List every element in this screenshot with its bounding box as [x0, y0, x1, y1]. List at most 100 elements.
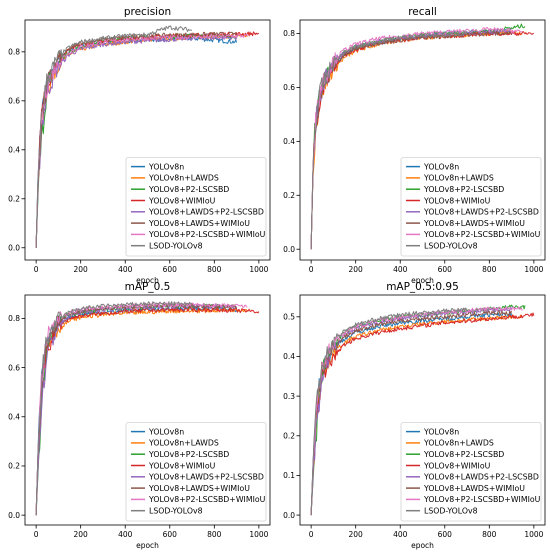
y-tick-label: 0.4	[8, 412, 20, 421]
x-tick-label: 200	[74, 530, 89, 539]
series-line-6	[310, 310, 513, 516]
legend-label: YOLOv8+P2-LSCSBD	[423, 185, 504, 194]
legend-label: LSOD-YOLOv8	[424, 507, 478, 516]
legend-label: YOLOv8+P2-LSCSBD+WIMIoU	[423, 495, 541, 504]
legend-label: LSOD-YOLOv8	[424, 242, 478, 251]
legend-label: YOLOv8+P2-LSCSBD	[423, 450, 504, 459]
legend-label: YOLOv8+WIMIoU	[423, 196, 491, 205]
x-tick-label: 800	[482, 530, 497, 539]
legend-label: YOLOv8+WIMIoU	[148, 461, 216, 470]
series-group	[310, 23, 535, 250]
subplot-title: precision	[124, 6, 171, 18]
y-tick-label: 0.2	[283, 191, 295, 200]
legend: YOLOv8n YOLOv8n+LAWDS YOLOv8+P2-LSCSBD YOLO…	[125, 422, 267, 522]
series-line-6	[35, 31, 238, 248]
legend-label: YOLOv8n+LAWDS	[148, 174, 219, 183]
x-tick-label: 800	[482, 265, 497, 274]
y-tick-label: 0.0	[8, 511, 20, 520]
x-tick-label: 600	[438, 265, 453, 274]
series-line-7	[35, 33, 248, 248]
y-tick-label: 0.8	[8, 48, 20, 57]
y-tick-label: 0.5	[283, 313, 295, 322]
y-tick-label: 0.2	[8, 462, 20, 471]
x-tick-label: 600	[163, 265, 178, 274]
y-tick-label: 0.8	[8, 314, 20, 323]
x-tick-label: 600	[163, 530, 178, 539]
legend-label: YOLOv8+LAWDS+P2-LSCSBD	[148, 473, 264, 482]
legend-label: YOLOv8n+LAWDS	[148, 439, 219, 448]
legend-label: YOLOv8+LAWDS+P2-LSCSBD	[423, 473, 539, 482]
subplot-title: mAP_0.5	[125, 281, 171, 293]
y-tick-label: 0.0	[8, 243, 20, 252]
y-tick-label: 0.3	[283, 392, 295, 401]
series-group	[35, 301, 260, 516]
legend-label: YOLOv8n+LAWDS	[423, 439, 494, 448]
legend-label: YOLOv8+LAWDS+WIMIoU	[148, 484, 250, 493]
y-tick-label: 0.4	[283, 137, 295, 146]
series-line-5	[310, 306, 513, 516]
x-tick-label: 400	[118, 530, 133, 539]
legend-label: YOLOv8+LAWDS+WIMIoU	[423, 484, 525, 493]
legend: YOLOv8n YOLOv8n+LAWDS YOLOv8+P2-LSCSBD YOLO…	[400, 422, 542, 522]
x-tick-label: 1000	[524, 530, 543, 539]
series-line-7	[35, 302, 248, 516]
subplot-4: mAP_0.5:0.95 0 200 400 600 800 1000 0.0 0.1 0.2 0.…	[283, 281, 546, 550]
y-tick-label: 0.2	[283, 431, 295, 440]
x-tick-label: 0	[34, 265, 39, 274]
legend-label: YOLOv8+P2-LSCSBD	[148, 450, 229, 459]
series-group	[35, 25, 260, 248]
legend-label: YOLOv8+LAWDS+P2-LSCSBD	[423, 208, 539, 217]
legend-label: YOLOv8+LAWDS+WIMIoU	[423, 219, 525, 228]
x-axis-label: epoch	[136, 276, 159, 285]
x-tick-label: 0	[309, 530, 314, 539]
x-tick-label: 800	[207, 265, 222, 274]
legend-label: YOLOv8n	[423, 162, 459, 171]
x-tick-label: 1000	[524, 265, 543, 274]
x-tick-label: 400	[118, 265, 133, 274]
legend-label: YOLOv8+WIMIoU	[148, 196, 216, 205]
subplot-1: precision 0 200 400 600 800 1000 0.0 0.2 0.4 0.6 0.…	[8, 6, 271, 285]
x-tick-label: 1000	[249, 530, 268, 539]
legend-label: YOLOv8n	[148, 427, 184, 436]
series-line-8	[35, 25, 193, 248]
legend: YOLOv8n YOLOv8n+LAWDS YOLOv8+P2-LSCSBD YOLO…	[125, 157, 267, 257]
series-line-8	[35, 301, 193, 516]
subplot-2: recall 0 200 400 600 800 1000 0.0 0.2 0.4 0.6 0.8 ep…	[283, 6, 546, 285]
y-tick-label: 0.2	[8, 194, 20, 203]
legend: YOLOv8n YOLOv8n+LAWDS YOLOv8+P2-LSCSBD YOLO…	[400, 157, 542, 257]
legend-label: YOLOv8+P2-LSCSBD	[148, 185, 229, 194]
legend-box	[400, 157, 542, 257]
legend-box	[125, 157, 267, 257]
x-tick-label: 0	[34, 530, 39, 539]
legend-label: LSOD-YOLOv8	[149, 507, 203, 516]
x-tick-label: 0	[309, 265, 314, 274]
legend-label: YOLOv8+P2-LSCSBD+WIMIoU	[148, 495, 266, 504]
y-tick-label: 0.6	[8, 97, 20, 106]
y-tick-label: 0.0	[283, 245, 295, 254]
x-tick-label: 800	[207, 530, 222, 539]
legend-label: YOLOv8+P2-LSCSBD+WIMIoU	[148, 230, 266, 239]
x-tick-label: 400	[393, 530, 408, 539]
series-line-7	[310, 27, 523, 250]
series-line-8	[310, 31, 468, 250]
y-tick-label: 0.0	[283, 511, 295, 520]
series-line-4	[35, 307, 260, 516]
legend-label: YOLOv8n	[148, 162, 184, 171]
y-tick-label: 0.6	[8, 363, 20, 372]
legend-label: YOLOv8n	[423, 427, 459, 436]
legend-label: LSOD-YOLOv8	[149, 242, 203, 251]
y-tick-label: 0.4	[8, 145, 20, 154]
x-axis-label: epoch	[411, 541, 434, 550]
series-line-1	[35, 306, 237, 516]
x-tick-label: 600	[438, 530, 453, 539]
legend-label: YOLOv8+LAWDS+WIMIoU	[148, 219, 250, 228]
y-tick-label: 0.1	[283, 471, 295, 480]
series-group	[310, 304, 535, 516]
subplot-title: mAP_0.5:0.95	[386, 281, 459, 293]
series-line-4	[310, 312, 535, 516]
x-tick-label: 1000	[249, 265, 268, 274]
legend-box	[400, 422, 542, 522]
subplot-3: mAP_0.5 0 200 400 600 800 1000 0.0 0.2 0.4 0.6 0.8 e…	[8, 281, 271, 550]
x-tick-label: 400	[393, 265, 408, 274]
